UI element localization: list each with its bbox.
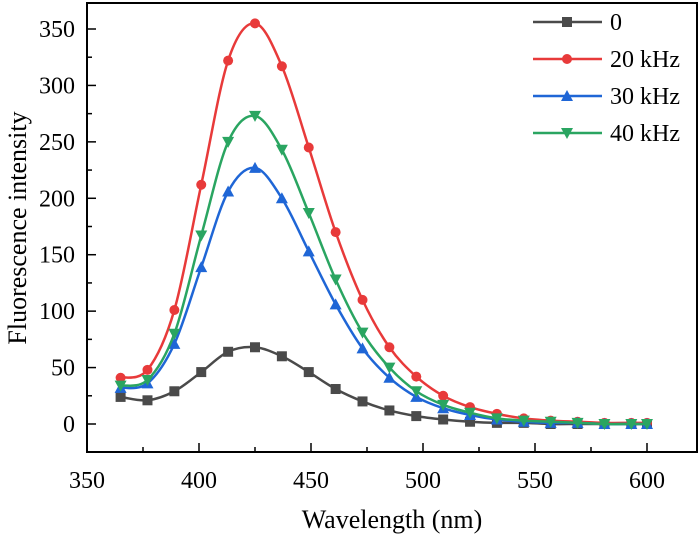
data-point xyxy=(195,261,208,273)
x-tick-label: 400 xyxy=(181,468,217,494)
data-point xyxy=(142,364,153,375)
data-point xyxy=(196,367,207,378)
data-point xyxy=(276,61,287,72)
legend-label: 40 kHz xyxy=(610,121,680,147)
legend-item: 40 kHz xyxy=(533,121,680,147)
axis-ticks xyxy=(87,28,648,453)
data-point xyxy=(329,274,342,286)
data-point xyxy=(223,55,234,66)
legend-item: 20 kHz xyxy=(533,47,680,73)
data-point xyxy=(141,374,154,386)
legend-marker xyxy=(561,128,573,139)
legend-marker xyxy=(562,54,572,64)
data-point xyxy=(357,396,368,407)
data-point xyxy=(544,416,557,428)
data-point xyxy=(250,18,260,29)
data-point xyxy=(222,136,235,148)
x-tick-label: 350 xyxy=(69,468,105,494)
x-tick-label: 500 xyxy=(405,468,441,494)
legend-label: 0 xyxy=(610,10,622,36)
data-point xyxy=(168,337,181,349)
data-point xyxy=(517,415,530,427)
series-line xyxy=(120,166,647,426)
data-point xyxy=(330,227,341,238)
x-tick-labels: 350 400 450 500 550 600 xyxy=(69,468,665,494)
y-tick-label: 0 xyxy=(63,412,75,438)
data-point xyxy=(490,413,503,425)
data-point xyxy=(465,416,476,427)
legend-marker xyxy=(562,17,572,27)
legend: 0 20 kHz 30 kHz 40 kHz xyxy=(533,10,680,147)
y-tick-label: 300 xyxy=(39,73,75,99)
data-point xyxy=(330,384,341,395)
series-0 xyxy=(115,342,652,429)
x-tick-label: 550 xyxy=(517,468,553,494)
y-tick-label: 150 xyxy=(39,243,75,269)
series-30-khz xyxy=(114,161,653,429)
data-point xyxy=(302,207,315,219)
data-point xyxy=(464,407,477,419)
data-point xyxy=(384,405,395,416)
y-tick-labels: 0 50 100 150 200 250 300 350 xyxy=(39,17,75,438)
series-line xyxy=(120,345,647,426)
data-point xyxy=(356,342,369,354)
y-tick-label: 50 xyxy=(51,356,75,382)
data-point xyxy=(115,372,126,383)
data-point xyxy=(249,161,261,173)
plot-frame xyxy=(86,2,698,453)
data-point xyxy=(222,185,235,197)
data-point xyxy=(383,362,396,374)
y-tick-label: 100 xyxy=(39,299,75,325)
data-point xyxy=(168,328,181,340)
data-point xyxy=(641,419,653,430)
y-tick-label: 250 xyxy=(39,130,75,156)
data-point xyxy=(303,367,314,378)
y-tick-label: 350 xyxy=(39,17,75,43)
x-tick-label: 450 xyxy=(293,468,329,494)
data-point xyxy=(625,419,638,430)
data-point xyxy=(302,245,315,257)
data-point xyxy=(411,371,422,382)
series-group xyxy=(114,18,653,430)
data-point xyxy=(223,346,234,357)
data-point xyxy=(250,342,260,353)
y-tick-label: 200 xyxy=(39,186,75,212)
data-point xyxy=(275,192,288,204)
series-20-khz xyxy=(115,18,652,428)
series-40-khz xyxy=(114,110,653,430)
data-point xyxy=(384,342,395,353)
data-point xyxy=(114,380,127,392)
data-point xyxy=(195,230,208,242)
data-point xyxy=(303,142,314,153)
data-point xyxy=(383,371,396,383)
x-axis-title: Wavelength (nm) xyxy=(302,505,483,534)
data-point xyxy=(329,298,342,310)
data-point xyxy=(356,327,369,339)
data-point xyxy=(410,386,423,398)
legend-label: 30 kHz xyxy=(610,84,680,110)
data-point xyxy=(142,395,153,406)
data-point xyxy=(357,294,368,305)
legend-marker xyxy=(561,90,573,101)
data-point xyxy=(411,411,422,422)
legend-label: 20 kHz xyxy=(610,47,680,73)
data-point xyxy=(571,417,584,429)
data-point xyxy=(115,391,126,402)
data-point xyxy=(438,414,449,425)
data-point xyxy=(275,144,288,156)
x-tick-label: 600 xyxy=(629,468,665,494)
legend-item: 30 kHz xyxy=(533,84,680,110)
data-point xyxy=(169,386,180,397)
legend-item: 0 xyxy=(533,10,622,36)
data-point xyxy=(249,110,261,122)
data-point xyxy=(438,390,449,401)
data-point xyxy=(169,305,180,316)
data-point xyxy=(598,419,611,430)
data-point xyxy=(196,179,207,190)
y-axis-title: Fluorescence intensity xyxy=(3,111,32,344)
data-point xyxy=(276,351,287,362)
data-point xyxy=(437,399,450,411)
